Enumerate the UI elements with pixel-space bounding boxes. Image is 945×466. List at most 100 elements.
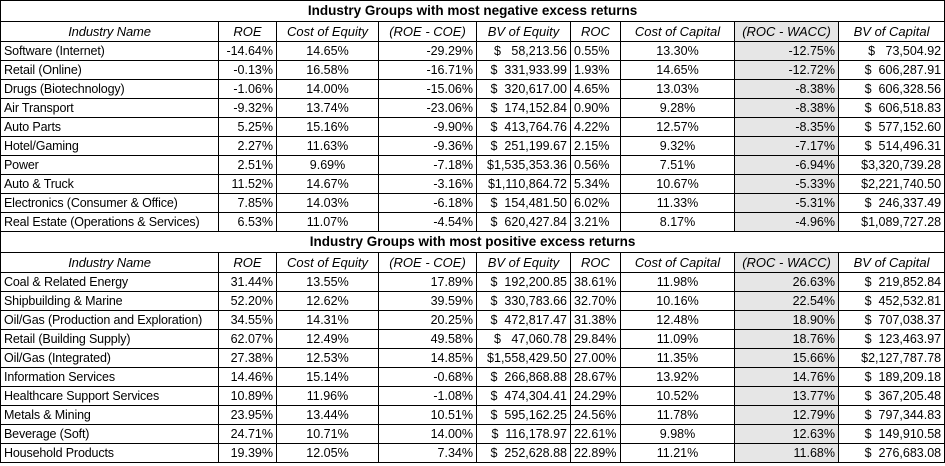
cell: 23.95%	[218, 405, 277, 425]
cell: 11.35%	[620, 348, 735, 368]
industry-name: Oil/Gas (Production and Exploration)	[0, 310, 219, 330]
data-row: Electronics (Consumer & Office) 7.85% 14.0…	[0, 193, 945, 213]
cell: -8.38%	[734, 98, 839, 118]
column-header: ROC	[570, 21, 621, 42]
industry-name: Household Products	[0, 443, 219, 463]
column-header: Cost of Capital	[620, 252, 735, 273]
cell: 13.74%	[276, 98, 379, 118]
cell: 22.89%	[570, 443, 621, 463]
cell: 10.51%	[378, 405, 477, 425]
cell: 24.71%	[218, 424, 277, 444]
column-header: (ROE - COE)	[378, 252, 477, 273]
cell: 5.25%	[218, 117, 277, 137]
cell: 22.54%	[734, 291, 839, 311]
column-header: (ROC - WACC)	[734, 21, 839, 42]
cell: 22.61%	[570, 424, 621, 444]
cell: 14.85%	[378, 348, 477, 368]
cell: $ 192,200.85	[476, 272, 571, 292]
cell: $ 367,205.48	[837, 386, 945, 406]
column-header: BV of Equity	[476, 252, 571, 273]
data-row: Retail (Online) -0.13% 16.58% -16.71% $ 331,…	[0, 60, 945, 80]
cell: -29.29%	[378, 41, 477, 61]
cell: -23.06%	[378, 98, 477, 118]
cell: 4.22%	[570, 117, 621, 137]
cell: 2.15%	[570, 136, 621, 156]
column-header: Industry Name	[0, 21, 219, 42]
cell: 12.49%	[276, 329, 379, 349]
cell: $ 246,337.49	[837, 193, 945, 213]
cell: 15.66%	[734, 348, 839, 368]
cell: 10.16%	[620, 291, 735, 311]
cell: $ 47,060.78	[476, 329, 571, 349]
cell: $2,221,740.50	[837, 174, 945, 194]
cell: $ 620,427.84	[476, 212, 571, 232]
cell: 38.61%	[570, 272, 621, 292]
cell: $ 154,481.50	[476, 193, 571, 213]
cell: 13.03%	[620, 79, 735, 99]
cell: 14.00%	[378, 424, 477, 444]
cell: $1,089,727.28	[837, 212, 945, 232]
cell: 15.14%	[276, 367, 379, 387]
cell: 10.67%	[620, 174, 735, 194]
cell: 14.46%	[218, 367, 277, 387]
cell: 12.48%	[620, 310, 735, 330]
cell: 11.98%	[620, 272, 735, 292]
industry-name: Hotel/Gaming	[0, 136, 219, 156]
cell: 27.00%	[570, 348, 621, 368]
header-row: Industry Name ROE Cost of Equity (ROE - COE…	[0, 252, 945, 273]
cell: $ 116,178.97	[476, 424, 571, 444]
cell: $ 452,532.81	[837, 291, 945, 311]
data-row: Oil/Gas (Production and Exploration) 34.5…	[0, 310, 945, 330]
cell: -7.17%	[734, 136, 839, 156]
data-row: Retail (Building Supply) 62.07% 12.49% 49.5…	[0, 329, 945, 349]
cell: 11.68%	[734, 443, 839, 463]
cell: $ 331,933.99	[476, 60, 571, 80]
cell: 10.89%	[218, 386, 277, 406]
cell: 14.65%	[276, 41, 379, 61]
cell: 11.33%	[620, 193, 735, 213]
cell: 0.90%	[570, 98, 621, 118]
section-title: Industry Groups with most negative exces…	[0, 0, 945, 22]
cell: 12.63%	[734, 424, 839, 444]
section-title-row: Industry Groups with most negative exces…	[0, 0, 945, 22]
data-row: Information Services 14.46% 15.14% -0.68% $ …	[0, 367, 945, 387]
cell: $ 474,304.41	[476, 386, 571, 406]
column-header: BV of Capital	[837, 252, 945, 273]
cell: -8.35%	[734, 117, 839, 137]
cell: $ 472,817.47	[476, 310, 571, 330]
column-header: ROE	[218, 252, 277, 273]
industry-name: Retail (Online)	[0, 60, 219, 80]
cell: -7.18%	[378, 155, 477, 175]
cell: 27.38%	[218, 348, 277, 368]
cell: 9.69%	[276, 155, 379, 175]
cell: $ 251,199.67	[476, 136, 571, 156]
cell: $ 189,209.18	[837, 367, 945, 387]
data-row: Metals & Mining 23.95% 13.44% 10.51% $ 595,1…	[0, 405, 945, 425]
data-row: Healthcare Support Services 10.89% 11.96% -…	[0, 386, 945, 406]
header-row: Industry Name ROE Cost of Equity (ROE - COE…	[0, 21, 945, 42]
industry-name: Beverage (Soft)	[0, 424, 219, 444]
cell: 11.78%	[620, 405, 735, 425]
cell: $3,320,739.28	[837, 155, 945, 175]
data-row: Real Estate (Operations & Services) 6.53%…	[0, 212, 945, 232]
cell: $ 707,038.37	[837, 310, 945, 330]
cell: $ 514,496.31	[837, 136, 945, 156]
cell: 2.51%	[218, 155, 277, 175]
data-row: Software (Internet) -14.64% 14.65% -29.29% $…	[0, 41, 945, 61]
cell: 6.53%	[218, 212, 277, 232]
cell: -0.68%	[378, 367, 477, 387]
industry-name: Drugs (Biotechnology)	[0, 79, 219, 99]
cell: 29.84%	[570, 329, 621, 349]
industry-name: Oil/Gas (Integrated)	[0, 348, 219, 368]
column-header: ROC	[570, 252, 621, 273]
cell: 34.55%	[218, 310, 277, 330]
cell: -15.06%	[378, 79, 477, 99]
cell: 17.89%	[378, 272, 477, 292]
cell: 11.21%	[620, 443, 735, 463]
cell: 18.90%	[734, 310, 839, 330]
cell: 10.52%	[620, 386, 735, 406]
cell: 11.07%	[276, 212, 379, 232]
cell: 7.34%	[378, 443, 477, 463]
cell: 0.56%	[570, 155, 621, 175]
